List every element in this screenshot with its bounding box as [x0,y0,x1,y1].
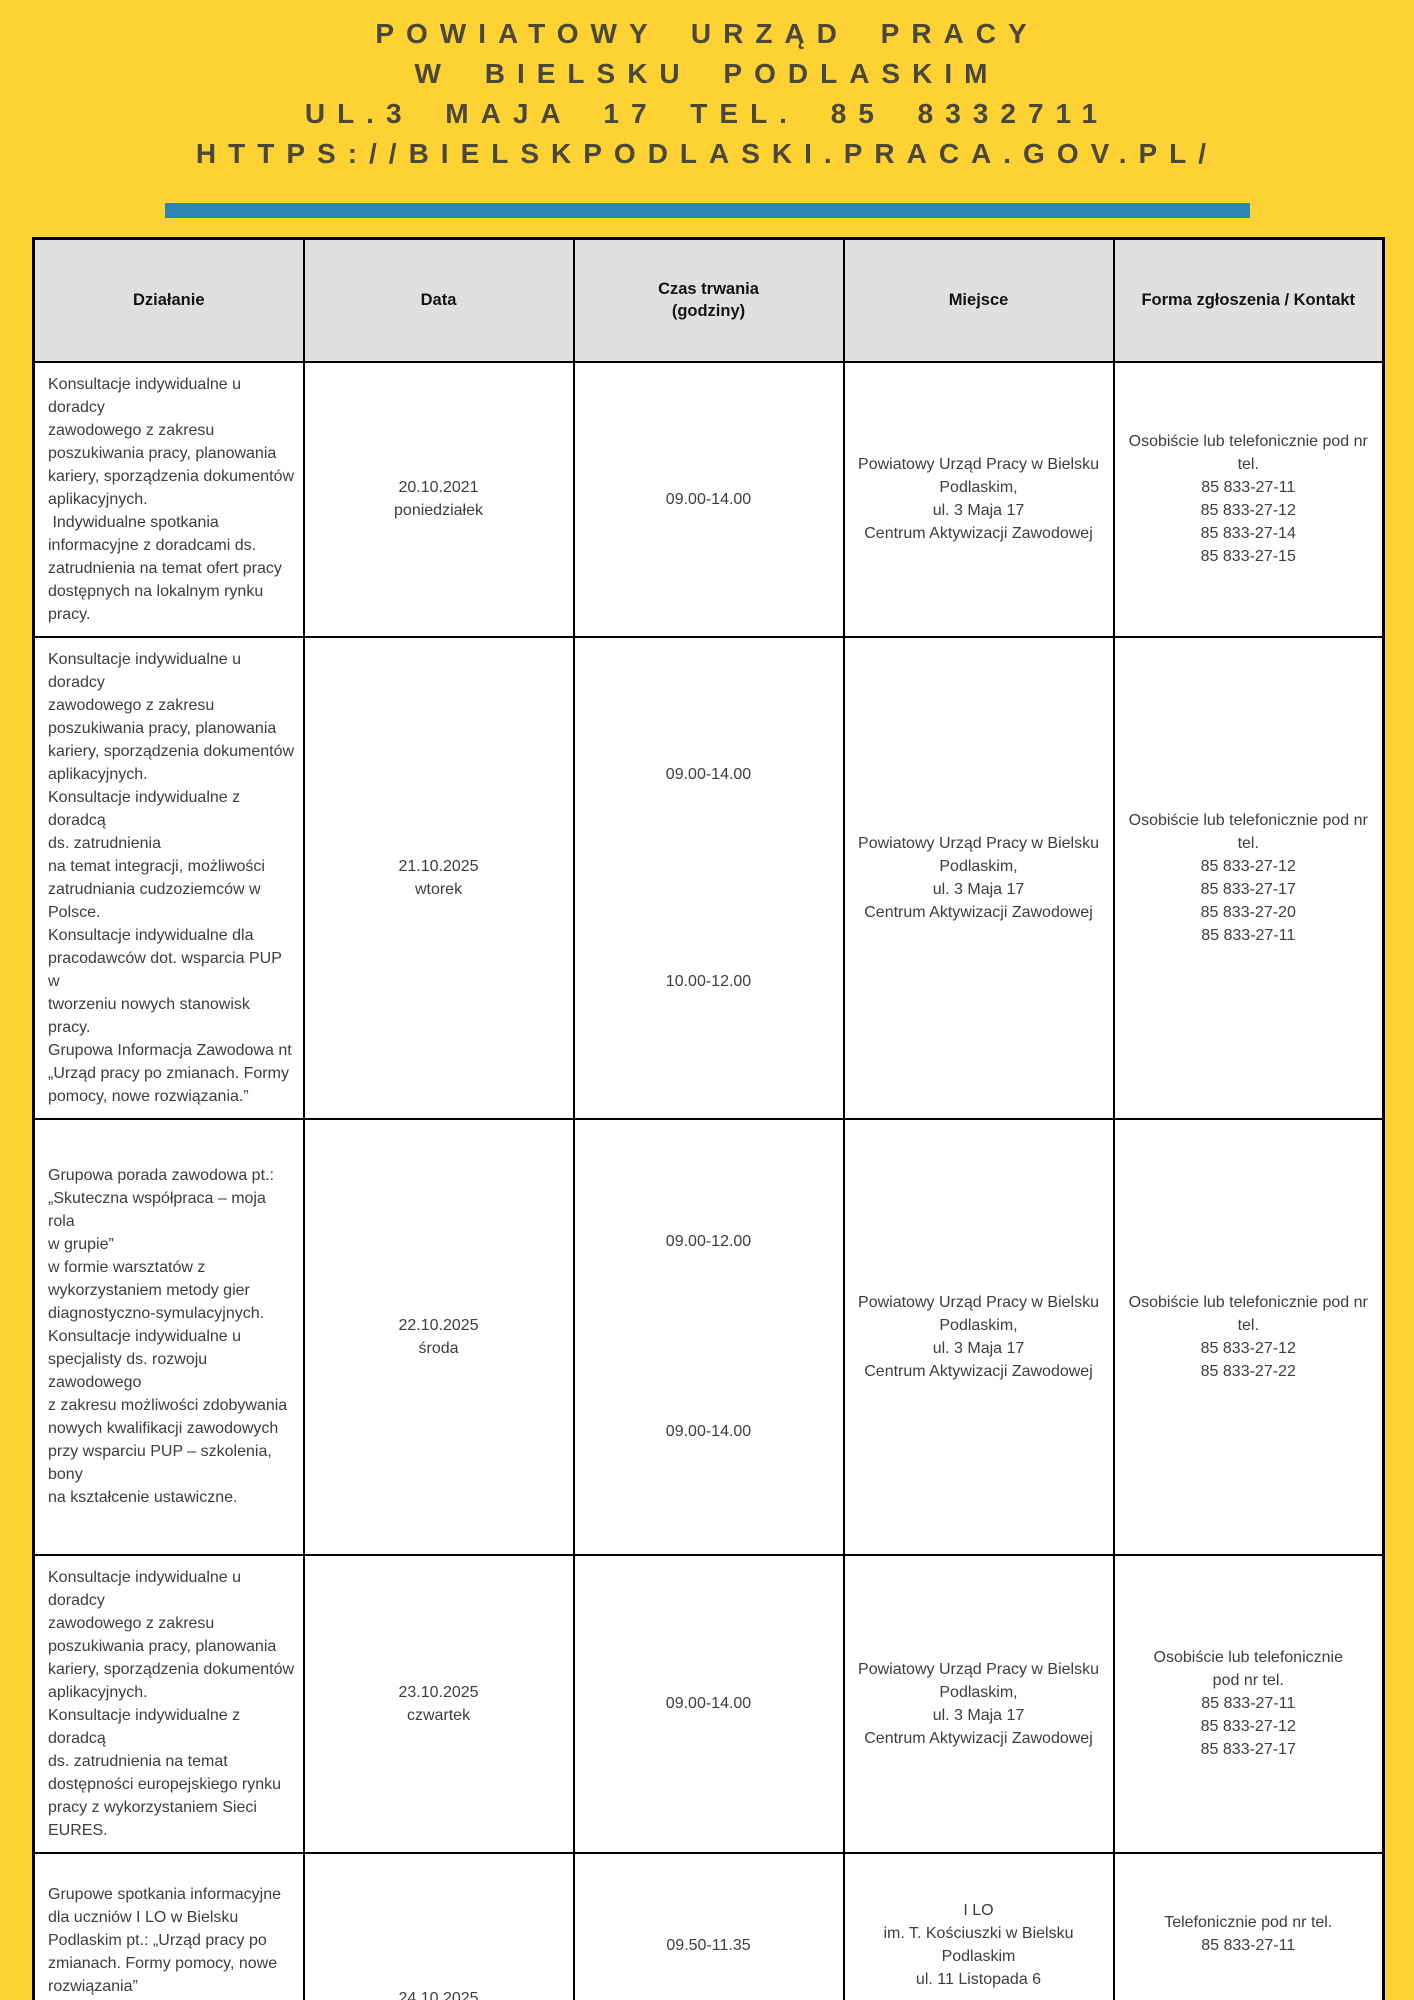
venue-block: I LO im. T. Kościuszki w Bielsku Podlask… [883,1902,1074,1988]
cell-forma: Osobiście lub telefonicznie pod nr tel. … [1112,360,1385,638]
cell-forma: Osobiście lub telefonicznie pod nr tel. … [1112,635,1385,1120]
cell-czas: 09.50-11.35 09.00- 14.00 [572,1851,845,2000]
divider-bar [164,203,1250,218]
table-row: Konsultacje indywidualne u doradcy zawod… [32,635,1385,1120]
table-row: Konsultacje indywidualne u doradcy zawod… [32,360,1385,638]
header-line-institution: POWIATOWY URZĄD PRACY [375,18,1039,49]
cell-data: 24.10.2025 piątek [302,1851,575,2000]
cell-miejsce: I LO im. T. Kościuszki w Bielsku Podlask… [842,1851,1115,2000]
cell-miejsce: Powiatowy Urząd Pracy w Bielsku Podlaski… [842,1553,1115,1854]
cell-data: 21.10.2025 wtorek [302,635,575,1120]
cell-miejsce: Powiatowy Urząd Pracy w Bielsku Podlaski… [842,635,1115,1120]
time-range: 09.00-14.00 [665,765,752,783]
col-header-miejsce: Miejsce [842,237,1115,363]
col-header-data: Data [302,237,575,363]
cell-forma: Osobiście lub telefonicznie pod nr tel. … [1112,1117,1385,1556]
cell-dzialanie: Konsultacje indywidualne u doradcy zawod… [32,1553,305,1854]
header-line-city: W BIELSKU PODLASKIM [414,58,1000,89]
time-range: 09.00-12.00 [665,1233,752,1250]
cell-dzialanie: Grupowe spotkania informacyjne dla uczni… [32,1851,305,2000]
col-header-forma: Forma zgłoszenia / Kontakt [1112,237,1385,363]
cell-dzialanie: Konsultacje indywidualne u doradcy zawod… [32,360,305,638]
table-row: Konsultacje indywidualne u doradcy zawod… [32,1553,1385,1854]
cell-data: 20.10.2021 poniedziałek [302,360,575,638]
col-header-czas: Czas trwania (godziny) [572,237,845,363]
cell-data: 22.10.2025 środa [302,1117,575,1556]
col-header-dzialanie: Działanie [32,237,305,363]
table-row: Grupowa porada zawodowa pt.: „Skuteczna … [32,1117,1385,1556]
time-range: 09.50-11.35 [666,1936,751,1954]
cell-data: 23.10.2025 czwartek [302,1553,575,1854]
table-header-row: Działanie Data Czas trwania (godziny) Mi… [32,237,1385,363]
schedule-table-wrap: Działanie Data Czas trwania (godziny) Mi… [32,237,1385,2000]
page-header: POWIATOWY URZĄD PRACY W BIELSKU PODLASKI… [0,0,1414,174]
contact-block: Telefonicznie pod nr tel. 85 833-27-11 [1164,1913,1333,1954]
cell-miejsce: Powiatowy Urząd Pracy w Bielsku Podlaski… [842,1117,1115,1556]
cell-dzialanie: Grupowa porada zawodowa pt.: „Skuteczna … [32,1117,305,1556]
cell-czas: 09.00-12.00 09.00-14.00 [572,1117,845,1556]
header-line-url: HTTPS://BIELSKPODLASKI.PRACA.GOV.PL/ [195,138,1219,169]
time-range: 10.00-12.00 [665,972,752,990]
header-line-address-phone: UL.3 MAJA 17 TEL. 85 8332711 [304,98,1110,129]
cell-czas: 09.00-14.00 [572,360,845,638]
cell-forma: Osobiście lub telefonicznie pod nr tel. … [1112,1553,1385,1854]
cell-czas: 09.00-14.00 [572,1553,845,1854]
cell-czas: 09.00-14.00 10.00-12.00 [572,635,845,1120]
table-row: Grupowe spotkania informacyjne dla uczni… [32,1851,1385,2000]
cell-dzialanie: Konsultacje indywidualne u doradcy zawod… [32,635,305,1120]
time-range: 09.00-14.00 [665,1423,752,1440]
schedule-table: Działanie Data Czas trwania (godziny) Mi… [32,237,1385,2000]
cell-forma: Telefonicznie pod nr tel. 85 833-27-11 O… [1112,1851,1385,2000]
cell-miejsce: Powiatowy Urząd Pracy w Bielsku Podlaski… [842,360,1115,638]
